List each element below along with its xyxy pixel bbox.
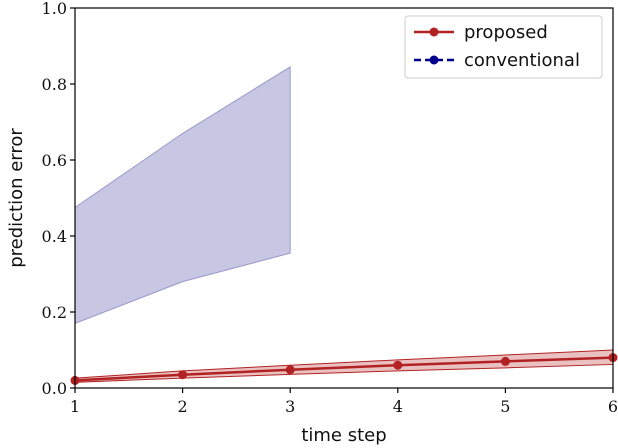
proposed-band xyxy=(74,349,614,383)
x-tick-label: 5 xyxy=(500,397,510,416)
y-tick-label: 0.6 xyxy=(42,151,67,170)
legend-box xyxy=(404,15,603,79)
proposed-line xyxy=(74,356,614,382)
proposed-point xyxy=(178,370,188,380)
proposed-point xyxy=(285,365,295,375)
legend-proposed-marker xyxy=(429,27,439,37)
y-tick-label: 0.2 xyxy=(42,303,67,322)
bands-layer xyxy=(74,66,614,383)
x-tick-label: 6 xyxy=(608,397,618,416)
y-axis-label: prediction error xyxy=(6,128,27,268)
ticks-layer: 1 2 3 4 5 6 0.0 0.2 0.4 0.6 0.8 1.0 xyxy=(42,0,618,416)
plot-frame xyxy=(74,7,614,389)
legend-proposed-label: proposed xyxy=(464,22,548,43)
y-tick-label: 0.4 xyxy=(42,227,67,246)
conventional-band xyxy=(74,66,291,325)
legend: proposed conventional xyxy=(404,15,603,79)
legend-conventional-label: conventional xyxy=(464,50,580,71)
lines-layer xyxy=(70,353,618,385)
x-tick-label: 4 xyxy=(393,397,403,416)
x-axis-label: time step xyxy=(301,425,386,446)
x-tick-label: 1 xyxy=(70,397,80,416)
x-tick-label: 2 xyxy=(178,397,188,416)
y-tick-label: 0.0 xyxy=(42,379,67,398)
y-tick-label: 1.0 xyxy=(42,0,67,18)
x-tick-label: 3 xyxy=(285,397,295,416)
legend-conventional-marker xyxy=(429,55,439,65)
proposed-point xyxy=(500,356,510,366)
y-tick-label: 0.8 xyxy=(42,75,67,94)
axes-layer xyxy=(74,7,614,389)
proposed-point xyxy=(393,360,403,370)
